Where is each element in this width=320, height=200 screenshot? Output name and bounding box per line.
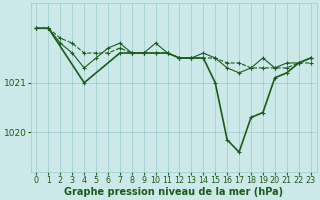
X-axis label: Graphe pression niveau de la mer (hPa): Graphe pression niveau de la mer (hPa)	[64, 187, 283, 197]
